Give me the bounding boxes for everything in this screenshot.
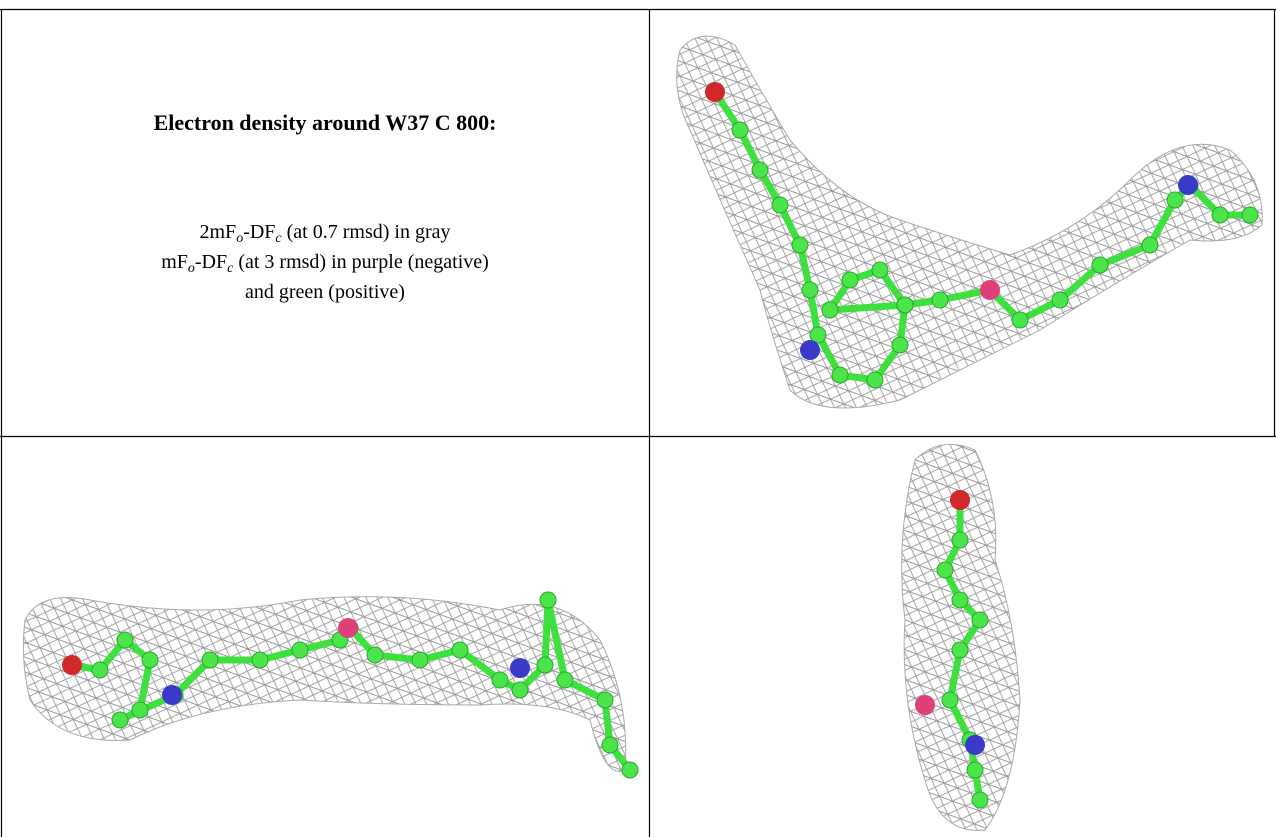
atom <box>771 196 789 214</box>
subscript: c <box>227 261 234 276</box>
hetero-atom <box>915 695 935 715</box>
atom <box>971 791 989 809</box>
atom <box>1211 206 1229 224</box>
caption-text: (at 3 rmsd) in purple (negative) <box>233 251 489 273</box>
molecule-models <box>62 82 1259 809</box>
caption-lines: 2mFo-DFc (at 0.7 rmsd) in gray mFo-DFc (a… <box>2 217 648 307</box>
atom <box>971 611 989 629</box>
table-borders <box>0 8 1276 837</box>
atom <box>1141 236 1159 254</box>
atom <box>821 301 839 319</box>
atom <box>201 651 219 669</box>
atom <box>539 591 557 609</box>
caption-text: and green (positive) <box>245 281 405 303</box>
caption-cell: Electron density around W37 C 800: 2mFo-… <box>2 10 648 435</box>
caption-line: mFo-DFc (at 3 rmsd) in purple (negative) <box>2 247 648 277</box>
density-mesh <box>22 35 1263 831</box>
atom <box>141 651 159 669</box>
hetero-atom <box>162 685 182 705</box>
caption-text: -DF <box>194 251 228 273</box>
caption-line: 2mFo-DFc (at 0.7 rmsd) in gray <box>2 217 648 247</box>
atom <box>931 291 949 309</box>
atom <box>366 646 384 664</box>
atom <box>896 296 914 314</box>
atom <box>791 236 809 254</box>
atom <box>951 591 969 609</box>
atom <box>1011 311 1029 329</box>
atom <box>936 561 954 579</box>
atom <box>411 651 429 669</box>
atom <box>596 691 614 709</box>
caption-text: mF <box>161 251 188 273</box>
atom <box>801 281 819 299</box>
atom <box>731 121 749 139</box>
atom <box>831 366 849 384</box>
atom <box>111 711 129 729</box>
hetero-atom <box>62 655 82 675</box>
atom <box>1091 256 1109 274</box>
atom <box>1166 191 1184 209</box>
caption-text: -DF <box>243 221 276 243</box>
atom <box>621 761 639 779</box>
hetero-atom <box>800 340 820 360</box>
hetero-atom <box>950 490 970 510</box>
subscript: c <box>275 231 282 246</box>
atom <box>451 641 469 659</box>
atom <box>841 271 859 289</box>
atom <box>1051 291 1069 309</box>
atom <box>91 661 109 679</box>
hetero-atom <box>705 82 725 102</box>
subscript: o <box>236 231 244 246</box>
caption-text: (at 0.7 rmsd) in gray <box>281 221 451 243</box>
atom <box>556 671 574 689</box>
hetero-atom <box>965 735 985 755</box>
atom <box>131 701 149 719</box>
caption-title: Electron density around W37 C 800: <box>153 110 497 135</box>
atom <box>871 261 889 279</box>
atom <box>536 656 554 674</box>
subscript: o <box>187 261 195 276</box>
atom <box>1241 206 1259 224</box>
atom <box>951 641 969 659</box>
atom <box>116 631 134 649</box>
caption-line: and green (positive) <box>2 277 648 307</box>
atom <box>941 691 959 709</box>
hetero-atom <box>510 658 530 678</box>
atom <box>511 681 529 699</box>
atom <box>866 371 884 389</box>
caption-text: 2mF <box>199 221 237 243</box>
atom <box>601 736 619 754</box>
atom <box>251 651 269 669</box>
atom <box>891 336 909 354</box>
bond <box>941 500 984 801</box>
atom <box>491 671 509 689</box>
atom <box>966 761 984 779</box>
hetero-atom <box>338 618 358 638</box>
atom <box>951 531 969 549</box>
hetero-atom <box>980 280 1000 300</box>
atom <box>751 161 769 179</box>
hetero-atom <box>1178 175 1198 195</box>
atom <box>809 326 827 344</box>
atom <box>291 641 309 659</box>
